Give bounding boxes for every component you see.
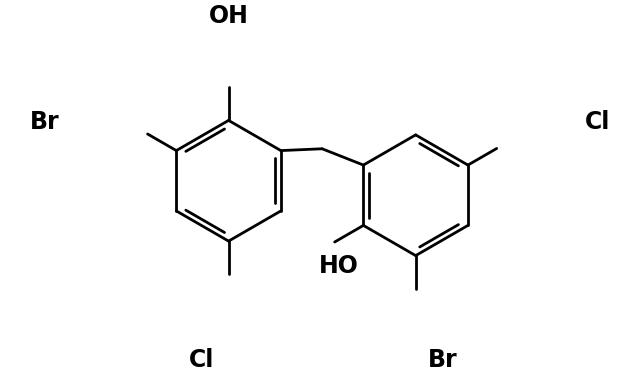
- Text: Br: Br: [428, 348, 458, 372]
- Text: Cl: Cl: [585, 110, 610, 133]
- Text: OH: OH: [209, 4, 248, 28]
- Text: Cl: Cl: [189, 348, 214, 372]
- Text: Br: Br: [30, 110, 60, 133]
- Text: HO: HO: [319, 255, 358, 279]
